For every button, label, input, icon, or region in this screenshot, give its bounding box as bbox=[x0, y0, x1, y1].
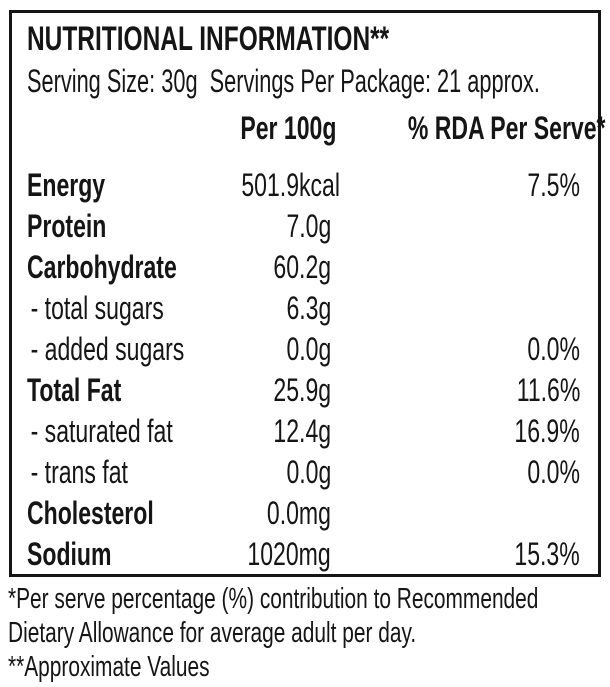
nutrient-row-total-fat: Total Fat 25.9g 11.6% bbox=[27, 370, 580, 411]
rda-per-serve-value: 15.3% bbox=[514, 536, 580, 572]
nutrient-name: Energy bbox=[27, 167, 106, 203]
per-100g-value: 7.0g bbox=[286, 208, 331, 244]
footnotes: *Per serve percentage (%) contribution t… bbox=[8, 582, 608, 684]
rda-per-serve-value bbox=[331, 247, 580, 288]
per-100g-value: 0.0g bbox=[286, 454, 331, 490]
nutrient-name: Sodium bbox=[27, 536, 112, 572]
footnote-rda: *Per serve percentage (%) contribution t… bbox=[8, 583, 539, 649]
nutrient-row-sodium: Sodium 1020mg 15.3% bbox=[27, 534, 580, 575]
nutrient-row-cholesterol: Cholesterol 0.0mg bbox=[27, 493, 580, 534]
nutrient-row-trans-fat: - trans fat 0.0g 0.0% bbox=[27, 452, 580, 493]
nutrient-name: Cholesterol bbox=[27, 495, 154, 531]
nutrient-name: Protein bbox=[27, 208, 107, 244]
nutrient-name: - saturated fat bbox=[30, 413, 173, 449]
table-header-row: Per 100g % RDA Per Serve* bbox=[27, 105, 605, 151]
rda-per-serve-value bbox=[331, 493, 580, 534]
per-100g-value: 12.4g bbox=[273, 413, 331, 449]
column-header-per-100g: Per 100g bbox=[240, 110, 337, 146]
header-spacer bbox=[27, 105, 203, 151]
label-title: NUTRITIONAL INFORMATION** bbox=[27, 19, 580, 59]
nutrient-row-added-sugars: - added sugars 0.0g 0.0% bbox=[27, 329, 580, 370]
nutrient-name: - added sugars bbox=[30, 331, 185, 367]
nutrient-name: Total Fat bbox=[27, 372, 122, 408]
rda-per-serve-value: 11.6% bbox=[516, 372, 580, 408]
serving-size-line: Serving Size: 30g Servings Per Package: … bbox=[27, 59, 580, 103]
rda-per-serve-value: 0.0% bbox=[527, 454, 580, 490]
per-100g-value: 25.9g bbox=[273, 372, 331, 408]
serving-size-text: Serving Size: 30g Servings Per Package: … bbox=[27, 63, 540, 99]
label-title-text: NUTRITIONAL INFORMATION** bbox=[27, 20, 390, 58]
rda-per-serve-value bbox=[331, 206, 580, 247]
nutrient-rows: Energy 501.9kcal 7.5% Protein 7.0g Carbo… bbox=[27, 165, 580, 575]
per-100g-value: 6.3g bbox=[286, 290, 331, 326]
per-100g-value: 0.0g bbox=[286, 331, 331, 367]
rda-per-serve-value: 16.9% bbox=[514, 413, 580, 449]
nutrient-row-carbohydrate: Carbohydrate 60.2g bbox=[27, 247, 580, 288]
per-100g-value: 0.0mg bbox=[266, 495, 331, 531]
nutrient-row-total-sugars: - total sugars 6.3g bbox=[27, 288, 580, 329]
nutrition-table-box: NUTRITIONAL INFORMATION** Serving Size: … bbox=[9, 10, 606, 577]
nutrient-row-energy: Energy 501.9kcal 7.5% bbox=[27, 165, 580, 206]
nutrient-row-saturated-fat: - saturated fat 12.4g 16.9% bbox=[27, 411, 580, 452]
nutrient-row-protein: Protein 7.0g bbox=[27, 206, 580, 247]
per-100g-value: 60.2g bbox=[273, 249, 331, 285]
footnote-approximate-values: **Approximate Values bbox=[8, 651, 210, 683]
per-100g-value: 501.9kcal bbox=[241, 167, 340, 203]
rda-per-serve-value: 7.5% bbox=[527, 167, 580, 203]
rda-per-serve-value bbox=[331, 288, 580, 329]
nutrient-name: Carbohydrate bbox=[27, 249, 177, 285]
column-header-rda-per-serve: % RDA Per Serve* bbox=[407, 110, 606, 146]
nutrient-name: - total sugars bbox=[30, 290, 164, 326]
per-100g-value: 1020mg bbox=[247, 536, 331, 572]
nutrient-name: - trans fat bbox=[30, 454, 128, 490]
rda-per-serve-value: 0.0% bbox=[527, 331, 580, 367]
